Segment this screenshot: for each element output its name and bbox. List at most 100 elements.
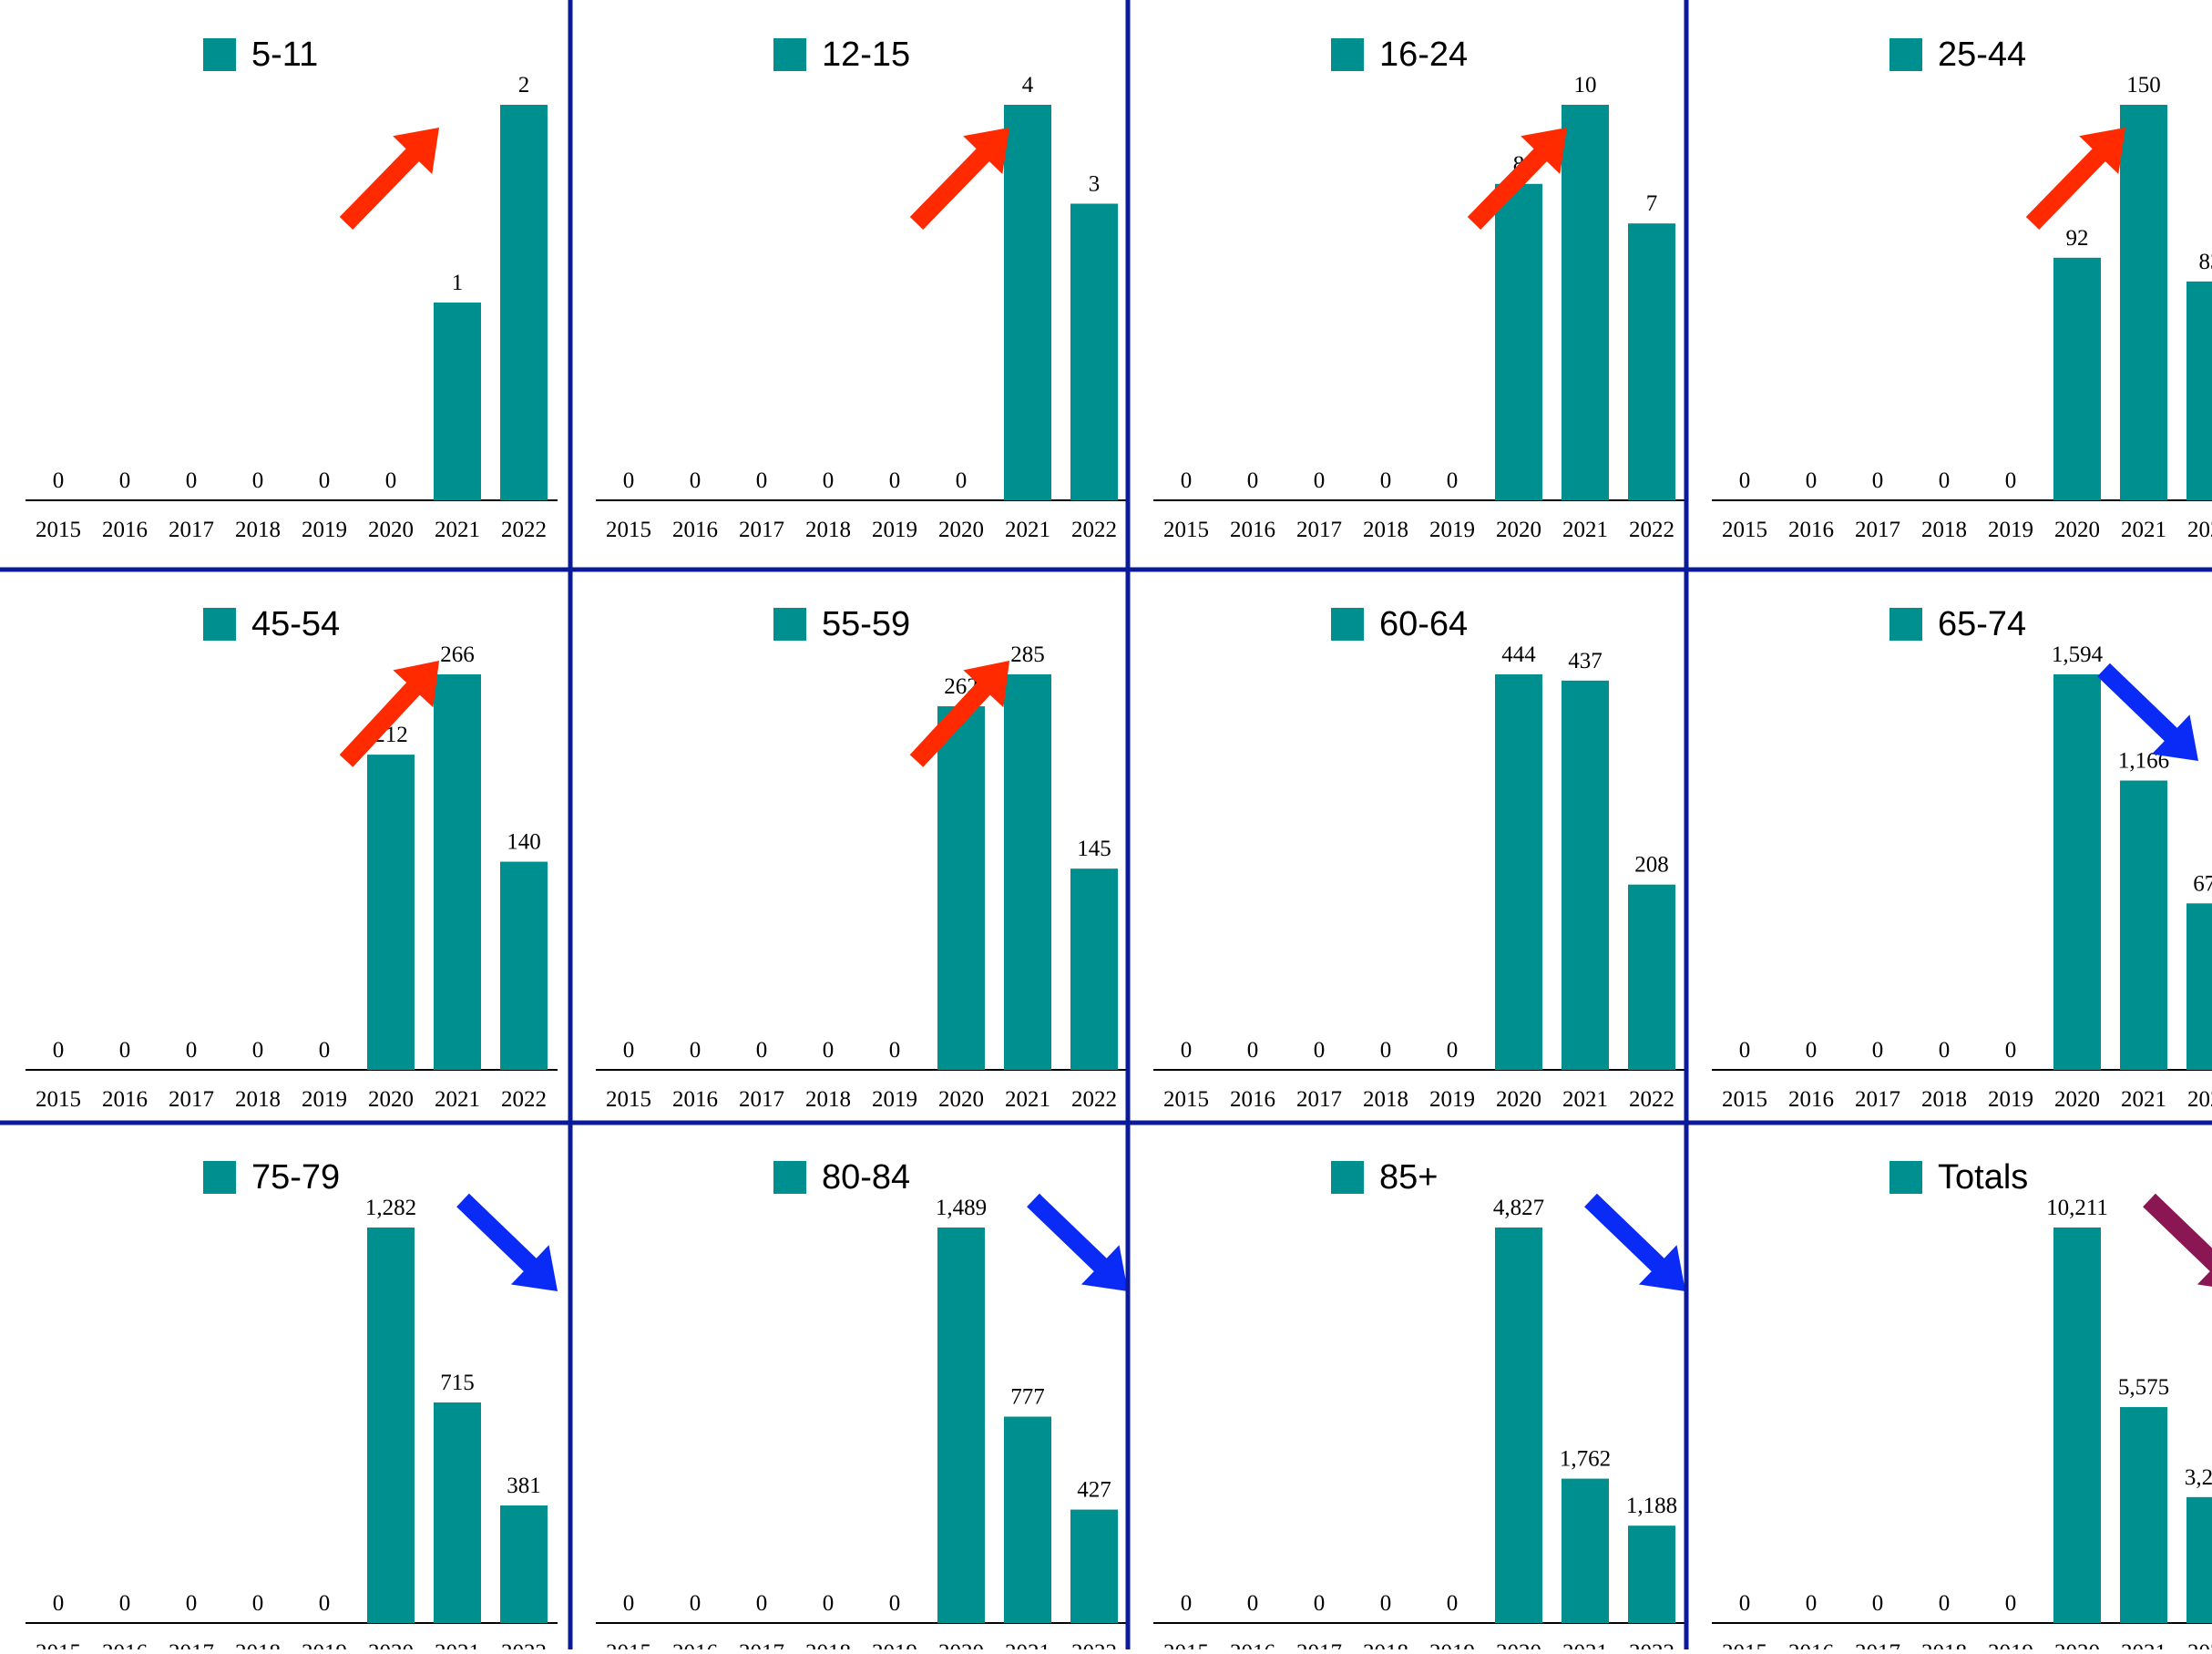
legend-swatch xyxy=(203,1161,236,1194)
data-label: 0 xyxy=(2005,1591,2017,1616)
x-tick-label: 2020 xyxy=(2054,518,2100,542)
x-tick-label: 2021 xyxy=(435,1640,480,1649)
data-label: 0 xyxy=(1806,1038,1818,1063)
x-tick-label: 2018 xyxy=(1921,1087,1967,1112)
x-tick-label: 2022 xyxy=(1071,518,1117,542)
data-label: 1,282 xyxy=(365,1196,416,1220)
x-tick-label: 2017 xyxy=(1855,518,1900,542)
data-label: 0 xyxy=(889,468,901,493)
data-label: 0 xyxy=(756,1038,768,1063)
data-label: 0 xyxy=(956,468,968,493)
data-label: 0 xyxy=(623,1591,635,1616)
chart-panel-85+: 85+02015020160201702018020194,82720201,7… xyxy=(1153,1158,1685,1649)
x-tick-label: 2016 xyxy=(672,1087,718,1112)
data-label: 0 xyxy=(1939,468,1951,493)
data-label: 0 xyxy=(119,468,131,493)
x-tick-label: 2021 xyxy=(1005,1087,1050,1112)
legend-swatch xyxy=(203,608,236,641)
bar-2022 xyxy=(2186,282,2212,500)
legend-label: Totals xyxy=(1938,1158,2028,1197)
bar-2020 xyxy=(1495,184,1542,500)
legend-label: 5-11 xyxy=(251,36,318,74)
bar-2021 xyxy=(1004,674,1051,1070)
bar-2022 xyxy=(1070,204,1118,501)
data-label: 0 xyxy=(119,1591,131,1616)
data-label: 0 xyxy=(252,1038,264,1063)
bar-2022 xyxy=(1628,885,1675,1070)
legend-label: 25-44 xyxy=(1938,36,2026,74)
legend-label: 16-24 xyxy=(1379,36,1468,74)
x-tick-label: 2015 xyxy=(1163,518,1209,542)
data-label: 10 xyxy=(1574,73,1597,98)
data-label: 0 xyxy=(623,1038,635,1063)
bar-2022 xyxy=(1070,868,1118,1070)
chart-panel-80-84: 80-8402015020160201702018020191,48920207… xyxy=(596,1158,1128,1649)
x-tick-label: 2018 xyxy=(235,518,281,542)
x-tick-label: 2015 xyxy=(1722,518,1767,542)
x-tick-label: 2020 xyxy=(1496,1087,1541,1112)
x-tick-label: 2018 xyxy=(805,1087,851,1112)
data-label: 0 xyxy=(1380,1591,1392,1616)
trend-arrow-icon xyxy=(2026,128,2125,230)
x-tick-label: 2019 xyxy=(1988,518,2033,542)
data-label: 208 xyxy=(1634,853,1669,878)
data-label: 715 xyxy=(440,1371,475,1395)
data-label: 5,575 xyxy=(2118,1375,2169,1400)
bar-2020 xyxy=(1495,674,1542,1070)
data-label: 0 xyxy=(1314,1038,1326,1063)
data-label: 0 xyxy=(319,1038,331,1063)
trend-arrow-icon xyxy=(2097,663,2198,761)
x-tick-label: 2018 xyxy=(805,518,851,542)
bar-2020 xyxy=(937,706,985,1070)
legend-swatch xyxy=(773,608,806,641)
x-tick-label: 2016 xyxy=(1230,1087,1275,1112)
data-label: 0 xyxy=(1872,468,1884,493)
data-label: 150 xyxy=(2126,73,2161,98)
bar-2020 xyxy=(367,755,415,1070)
trend-arrow-icon xyxy=(2143,1194,2212,1291)
data-label: 0 xyxy=(1939,1038,1951,1063)
data-label: 0 xyxy=(623,468,635,493)
bar-2022 xyxy=(1628,1526,1675,1623)
bar-2022 xyxy=(500,1505,548,1623)
data-label: 1,594 xyxy=(2052,642,2104,667)
x-tick-label: 2017 xyxy=(169,518,214,542)
x-tick-label: 2016 xyxy=(102,1640,148,1649)
data-label: 0 xyxy=(690,468,701,493)
data-label: 0 xyxy=(1739,468,1751,493)
data-label: 0 xyxy=(1380,1038,1392,1063)
trend-arrow-icon xyxy=(456,1194,558,1291)
x-tick-label: 2019 xyxy=(1429,1640,1475,1649)
x-tick-label: 2020 xyxy=(368,518,414,542)
chart-panel-65-74: 65-7402015020160201702018020191,59420201… xyxy=(1712,605,2212,1112)
data-label: 0 xyxy=(1247,1591,1259,1616)
bar-2021 xyxy=(2120,781,2167,1070)
chart-panel-60-64: 60-6402015020160201702018020194442020437… xyxy=(1153,605,1685,1112)
bar-2020 xyxy=(2053,674,2101,1070)
data-label: 0 xyxy=(1939,1591,1951,1616)
x-tick-label: 2022 xyxy=(1629,1087,1674,1112)
x-tick-label: 2015 xyxy=(1722,1640,1767,1649)
x-tick-label: 2022 xyxy=(1629,518,1674,542)
x-tick-label: 2019 xyxy=(1429,518,1475,542)
x-tick-label: 2018 xyxy=(1921,1640,1967,1649)
chart-panel-Totals: Totals020150201602017020180201910,211202… xyxy=(1712,1158,2212,1649)
data-label: 0 xyxy=(2005,1038,2017,1063)
x-tick-label: 2016 xyxy=(1230,518,1275,542)
data-label: 0 xyxy=(1447,1591,1459,1616)
chart-panel-12-15: 12-1502015020160201702018020190202042021… xyxy=(596,36,1128,542)
legend-swatch xyxy=(773,1161,806,1194)
legend-label: 65-74 xyxy=(1938,605,2026,643)
trend-arrow-icon xyxy=(340,128,439,230)
data-label: 0 xyxy=(1314,1591,1326,1616)
x-tick-label: 2017 xyxy=(169,1087,214,1112)
data-label: 0 xyxy=(319,1591,331,1616)
x-tick-label: 2017 xyxy=(739,518,784,542)
data-label: 145 xyxy=(1077,837,1111,861)
legend-swatch xyxy=(773,38,806,71)
data-label: 671 xyxy=(2193,871,2212,896)
data-label: 0 xyxy=(252,468,264,493)
x-tick-label: 2020 xyxy=(938,1640,984,1649)
x-tick-label: 2016 xyxy=(1788,1640,1834,1649)
